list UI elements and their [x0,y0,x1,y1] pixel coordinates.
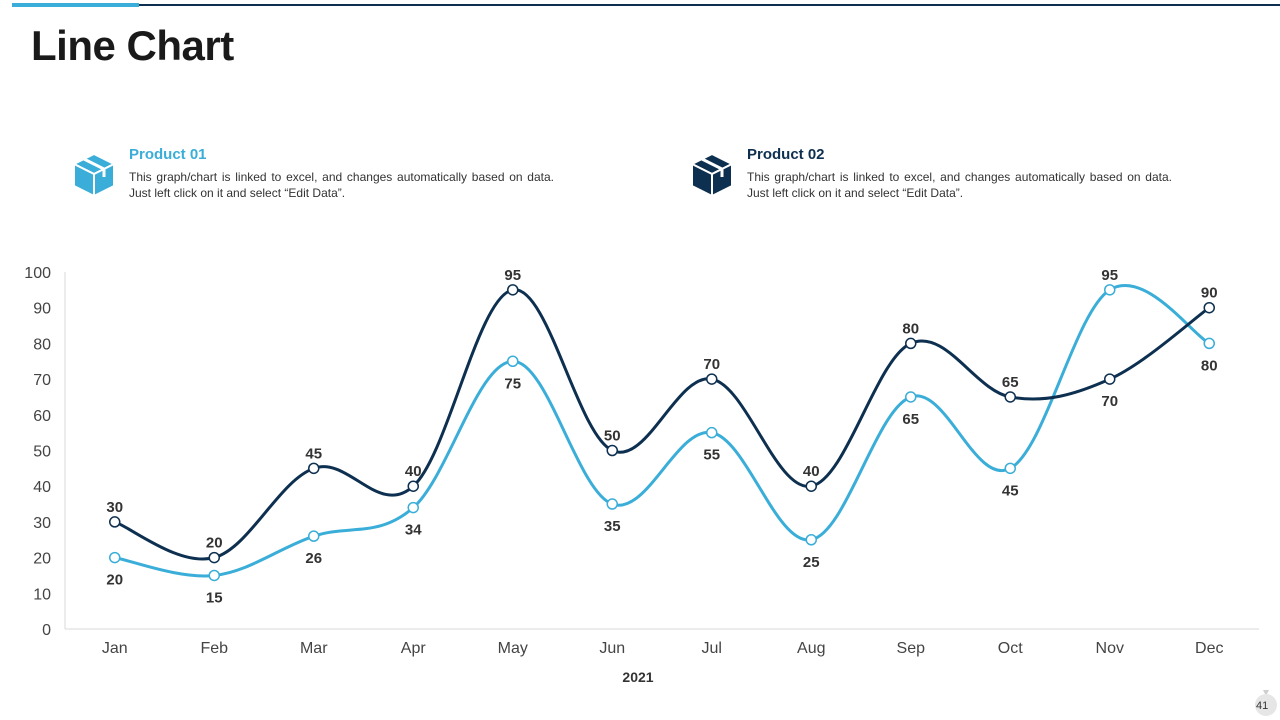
data-labels: 20 15 26 34 75 35 55 25 65 45 95 80 30 20 45 40 95 50 70 40… [106,267,1217,607]
y-tick-label: 90 [33,301,51,318]
legend-name: Product 02 [747,146,825,163]
data-label: 65 [1002,374,1019,391]
data-point [905,337,917,350]
series-line-2 [114,288,1211,561]
y-tick-label: 60 [33,408,51,425]
data-point [1004,462,1016,475]
data-label: 70 [1101,393,1118,410]
x-axis-ticks: Jan Feb Mar Apr May Jun Jul Aug Sep Oct Nov Dec [102,640,1224,657]
data-point [1203,337,1215,350]
data-label: 80 [902,320,919,337]
data-label: 50 [604,428,621,445]
data-label: 25 [803,554,820,571]
x-tick-label: Feb [200,640,228,657]
data-point [308,530,320,542]
data-point [208,569,220,582]
data-label: 80 [1201,357,1218,374]
data-label: 15 [206,589,223,606]
x-axis-title: 2021 [622,669,653,685]
y-tick-label: 30 [33,515,51,532]
data-label: 34 [405,522,422,539]
y-tick-label: 0 [42,622,51,639]
x-tick-label: Apr [401,640,427,657]
data-label: 20 [206,535,223,552]
data-point [308,462,320,475]
data-point [1104,284,1116,296]
data-label: 55 [703,447,720,464]
data-label: 95 [1101,267,1118,284]
data-label: 26 [305,550,322,567]
data-label: 20 [106,572,123,589]
data-point [1104,373,1116,385]
y-tick-label: 100 [24,265,51,282]
money-bag-icon [1255,690,1277,716]
slide-title: Line Chart [31,22,234,69]
x-tick-label: Jun [599,640,625,657]
data-point [507,284,519,296]
data-point [109,516,121,528]
data-label: 40 [803,463,820,480]
data-label: 35 [604,518,621,535]
data-point [407,480,419,492]
x-tick-label: Dec [1195,640,1223,657]
data-label: 30 [106,499,123,516]
x-tick-label: Jul [702,640,722,657]
series-lines [114,284,1211,578]
x-tick-label: Nov [1096,640,1124,657]
legend-name: Product 01 [129,146,207,163]
series-points [109,284,1215,582]
x-tick-label: Jan [102,640,128,657]
data-point [706,426,718,439]
x-tick-label: Sep [897,640,926,657]
box-icon [73,153,115,197]
x-tick-label: May [498,640,528,657]
y-tick-label: 80 [33,336,51,353]
series-line-1 [114,284,1211,578]
page-number: 41 [1256,700,1269,712]
data-point [208,551,220,564]
y-tick-label: 40 [33,479,51,496]
data-point [606,498,618,510]
data-point [109,551,121,564]
data-label: 45 [1002,482,1019,499]
data-point [507,355,519,367]
data-point [1203,301,1215,314]
y-tick-label: 20 [33,551,51,568]
header-rule [12,4,1280,6]
data-point [805,480,817,492]
data-point [606,444,618,457]
data-point [905,391,917,403]
y-tick-label: 10 [33,586,51,603]
data-label: 75 [504,375,521,392]
data-label: 65 [902,411,919,428]
data-point [1004,391,1016,403]
data-label: 90 [1201,285,1218,302]
x-tick-label: Aug [797,640,825,657]
y-tick-label: 70 [33,372,51,389]
data-point [805,534,817,546]
data-point [706,373,718,385]
legend-description: This graph/chart is linked to excel, and… [129,170,554,200]
x-tick-label: Oct [998,640,1023,657]
data-label: 95 [504,267,521,284]
y-axis-ticks: 0 10 20 30 40 50 60 70 80 90 100 [24,265,51,639]
data-point [407,501,419,514]
data-label: 45 [305,445,322,462]
legend-description: This graph/chart is linked to excel, and… [747,170,1172,200]
header-accent-bar [12,3,139,7]
data-label: 70 [703,356,720,373]
x-tick-label: Mar [300,640,328,657]
y-tick-label: 50 [33,444,51,461]
data-label: 40 [405,463,422,480]
box-icon [691,153,733,197]
